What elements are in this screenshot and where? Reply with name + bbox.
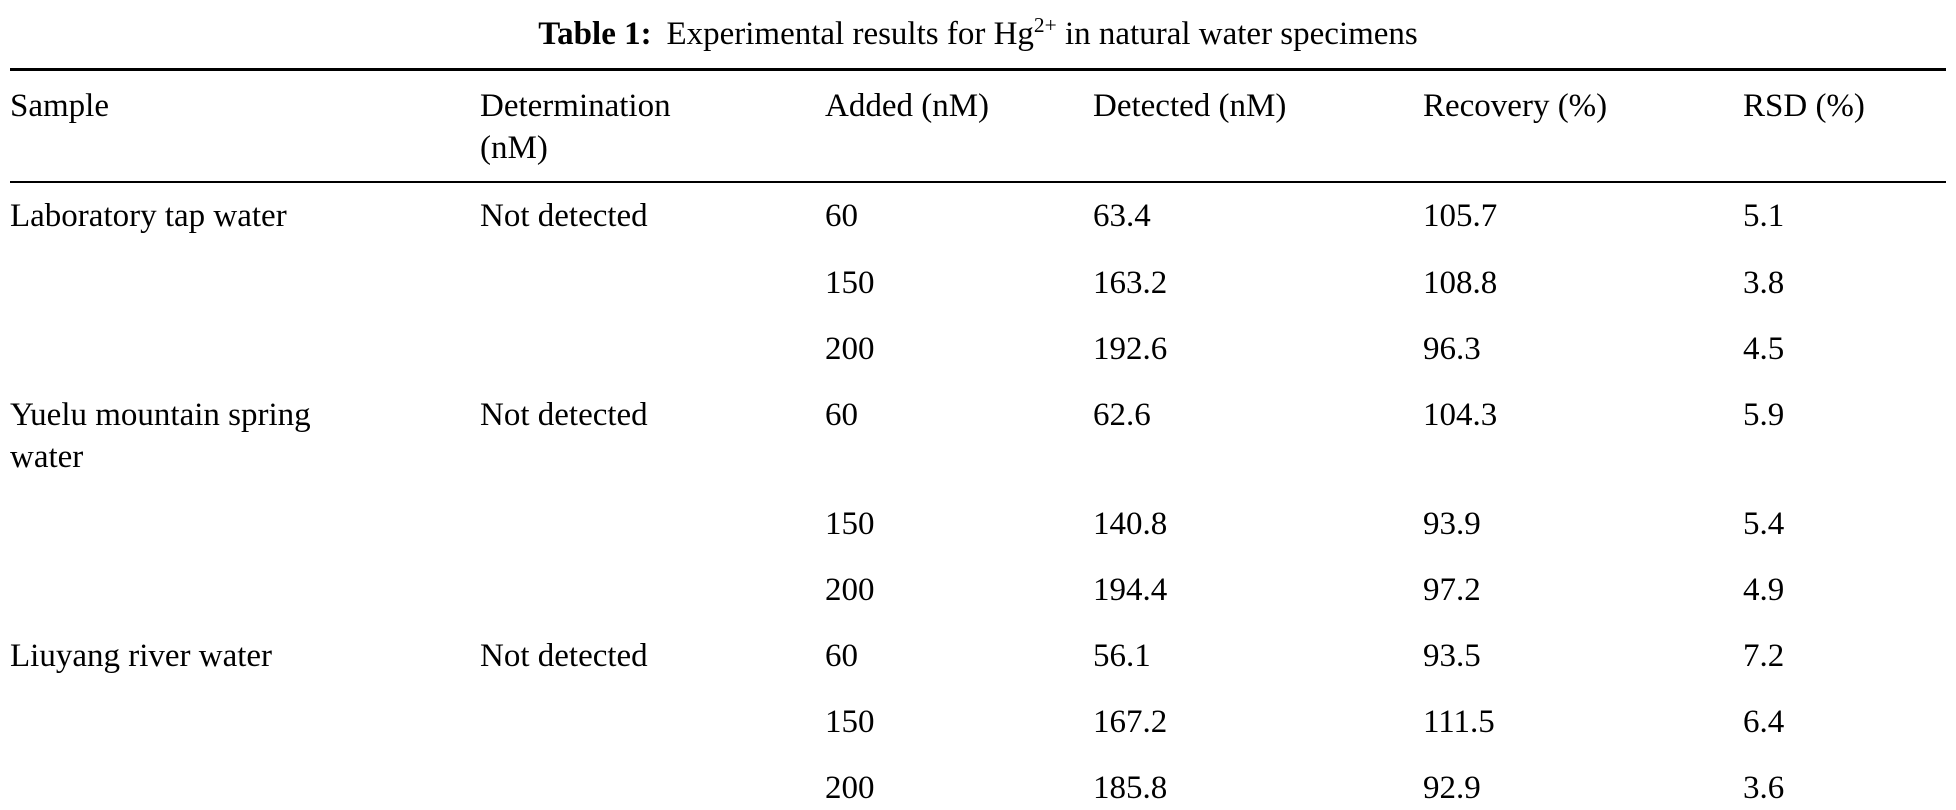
table-cell: 3.8 xyxy=(1743,264,1785,301)
table-caption-label: Table 1: xyxy=(538,16,652,52)
table-cell: 60 xyxy=(825,638,858,674)
table-cell: 4.9 xyxy=(1743,571,1785,608)
table-cell: 105.7 xyxy=(1423,198,1498,235)
table-cell: 62.6 xyxy=(1093,397,1151,434)
table-cell: 92.9 xyxy=(1423,770,1481,807)
table-cell: 104.3 xyxy=(1423,397,1498,434)
table-row: 150 167.2 111.5 6.4 xyxy=(10,689,1946,755)
table-cell: 108.8 xyxy=(1423,264,1498,301)
table-cell: 194.4 xyxy=(1093,571,1168,608)
table-cell: Not detected xyxy=(480,198,648,235)
table-cell: Laboratory tap water xyxy=(10,198,287,235)
table-cell xyxy=(480,689,825,755)
table-cell: 150 xyxy=(825,704,875,741)
table-cell: 7.2 xyxy=(1743,638,1785,674)
table-cell xyxy=(10,557,480,623)
table-cell: 5.4 xyxy=(1743,505,1785,542)
table-cell: 167.2 xyxy=(1093,704,1168,741)
table-cell xyxy=(10,689,480,755)
column-header-determination: Determination (nM) xyxy=(480,69,825,184)
table-cell: 192.6 xyxy=(1093,330,1168,367)
table-caption-text: Experimental results for Hg xyxy=(666,16,1034,52)
table-cell: 5.9 xyxy=(1743,397,1785,434)
table-cell: 3.6 xyxy=(1743,770,1785,807)
table-cell xyxy=(10,491,480,557)
results-table: Sample Determination (nM) Added (nM) Det… xyxy=(10,67,1946,810)
table-cell: 60 xyxy=(825,397,858,434)
table-cell: 200 xyxy=(825,571,875,608)
table-cell: 150 xyxy=(825,505,875,542)
table-cell xyxy=(10,755,480,810)
table-cell: 93.5 xyxy=(1423,638,1481,674)
column-header-recovery: Recovery (%) xyxy=(1423,69,1743,184)
table-cell: 6.4 xyxy=(1743,704,1785,741)
table-cell xyxy=(10,250,480,316)
table-row: 150 163.2 108.8 3.8 xyxy=(10,250,1946,316)
header-row: Sample Determination (nM) Added (nM) Det… xyxy=(10,69,1946,184)
table-cell xyxy=(480,250,825,316)
table-caption: Table 1: Experimental results for Hg2+ in… xyxy=(10,6,1946,68)
table-caption-text-tail: in natural water specimens xyxy=(1056,16,1418,52)
table-row: Liuyang river water Not detected 60 56.1… xyxy=(10,623,1946,689)
table-row: Yuelu mountain spring water Not detected… xyxy=(10,382,1946,490)
table-cell: 200 xyxy=(825,330,875,367)
table-cell: 185.8 xyxy=(1093,770,1168,807)
table-cell: 93.9 xyxy=(1423,505,1481,542)
column-header-rsd: RSD (%) xyxy=(1743,69,1946,184)
table-cell: 200 xyxy=(825,770,875,807)
table-cell: 96.3 xyxy=(1423,330,1481,367)
table-cell xyxy=(480,491,825,557)
table-cell: Not detected xyxy=(480,397,648,434)
table-row: 150 140.8 93.9 5.4 xyxy=(10,491,1946,557)
table-cell: 111.5 xyxy=(1423,704,1495,741)
table-cell: 97.2 xyxy=(1423,571,1481,608)
table-row: 200 194.4 97.2 4.9 xyxy=(10,557,1946,623)
table-caption-superscript: 2+ xyxy=(1033,13,1057,37)
table-cell xyxy=(10,316,480,382)
table-cell: 56.1 xyxy=(1093,638,1151,674)
column-header-added: Added (nM) xyxy=(825,69,1093,184)
table-row: 200 192.6 96.3 4.5 xyxy=(10,316,1946,382)
column-header-sample: Sample xyxy=(10,69,480,184)
column-header-detected: Detected (nM) xyxy=(1093,69,1423,184)
table-cell: 5.1 xyxy=(1743,198,1785,235)
table-row: Laboratory tap water Not detected 60 63.… xyxy=(10,182,1946,249)
table-cell xyxy=(480,316,825,382)
table-cell: 140.8 xyxy=(1093,505,1168,542)
table-cell: Not detected xyxy=(480,638,648,674)
table-cell: Liuyang river water xyxy=(10,638,273,674)
table-cell xyxy=(480,557,825,623)
table-cell: 150 xyxy=(825,264,875,301)
table-cell: 60 xyxy=(825,198,858,235)
table-cell: 63.4 xyxy=(1093,198,1151,235)
table-row: 200 185.8 92.9 3.6 xyxy=(10,755,1946,810)
table-cell: Yuelu mountain spring water xyxy=(10,397,311,476)
table-cell: 163.2 xyxy=(1093,264,1168,301)
table-cell: 4.5 xyxy=(1743,330,1785,367)
table-cell xyxy=(480,755,825,810)
